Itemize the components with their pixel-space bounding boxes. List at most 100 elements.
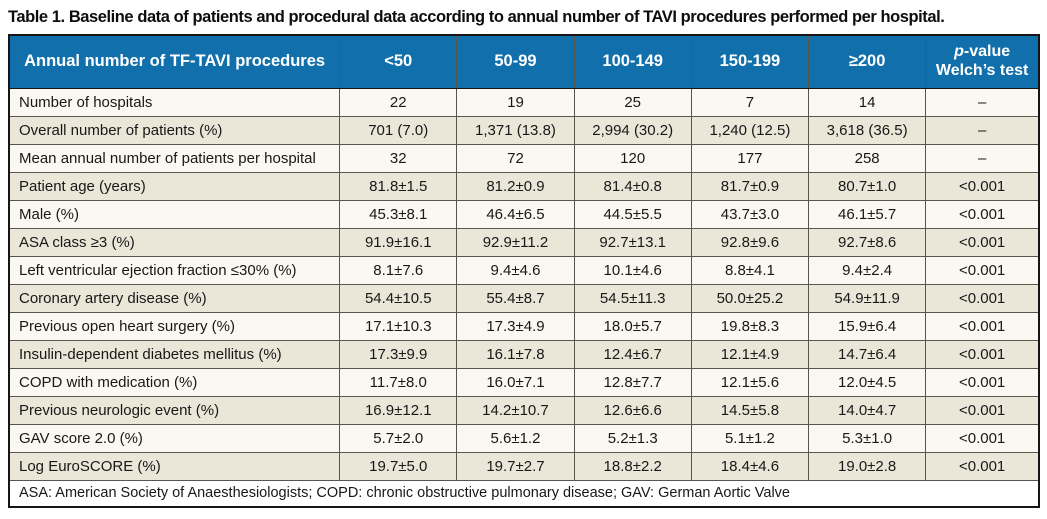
value-cell: 44.5±5.5 [573,199,692,229]
row-label: Patient age (years) [8,171,341,201]
value-cell: 19.7±2.7 [456,451,575,481]
pvalue-cell: – [925,87,1040,117]
value-cell: 2,994 (30.2) [573,115,692,145]
value-cell: 16.1±7.8 [456,339,575,369]
pvalue-cell: <0.001 [925,339,1040,369]
value-cell: 46.4±6.5 [456,199,575,229]
pvalue-cell: <0.001 [925,423,1040,453]
value-cell: 32 [339,143,458,173]
value-cell: 14.7±6.4 [808,339,927,369]
pvalue-cell: <0.001 [925,451,1040,481]
value-cell: 81.8±1.5 [339,171,458,201]
table-row: Previous open heart surgery (%) 17.1±10.3… [8,311,1040,341]
table-row: Previous neurologic event (%) 16.9±12.1 14… [8,395,1040,425]
pvalue-italic-p: p [954,42,964,60]
row-label: Male (%) [8,199,341,229]
value-cell: 91.9±16.1 [339,227,458,257]
header-row-label: Annual number of TF-TAVI procedures [8,34,341,89]
value-cell: 1,371 (13.8) [456,115,575,145]
table-row: Insulin-dependent diabetes mellitus (%) 1… [8,339,1040,369]
value-cell: 54.5±11.3 [573,283,692,313]
table-row: Overall number of patients (%) 701 (7.0) 1… [8,115,1040,145]
value-cell: 1,240 (12.5) [690,115,810,145]
value-cell: 22 [339,87,458,117]
pvalue-cell: <0.001 [925,199,1040,229]
value-cell: 18.0±5.7 [573,311,692,341]
value-cell: 19.8±8.3 [690,311,810,341]
value-cell: 120 [573,143,692,173]
row-label: Log EuroSCORE (%) [8,451,341,481]
value-cell: 12.1±4.9 [690,339,810,369]
value-cell: 54.9±11.9 [808,283,927,313]
table-figure: Table 1. Baseline data of patients and p… [8,7,1040,508]
value-cell: 9.4±4.6 [456,255,575,285]
value-cell: 8.8±4.1 [690,255,810,285]
header-col-pvalue: p-value Welch’s test [925,34,1040,89]
value-cell: 92.8±9.6 [690,227,810,257]
row-label: Previous open heart surgery (%) [8,311,341,341]
header-col-150-199: 150-199 [690,34,810,89]
value-cell: 16.0±7.1 [456,367,575,397]
row-label: COPD with medication (%) [8,367,341,397]
pvalue-line2: Welch’s test [935,61,1029,79]
header-col-ge200: ≥200 [808,34,927,89]
value-cell: 3,618 (36.5) [808,115,927,145]
footnote: ASA: American Society of Anaesthesiologi… [8,479,1040,508]
table-row: Coronary artery disease (%) 54.4±10.5 55.4… [8,283,1040,313]
row-label: ASA class ≥3 (%) [8,227,341,257]
header-col-100-149: 100-149 [573,34,692,89]
row-label: Overall number of patients (%) [8,115,341,145]
value-cell: 43.7±3.0 [690,199,810,229]
value-cell: 5.6±1.2 [456,423,575,453]
value-cell: 45.3±8.1 [339,199,458,229]
row-label: Previous neurologic event (%) [8,395,341,425]
value-cell: 701 (7.0) [339,115,458,145]
row-label: Coronary artery disease (%) [8,283,341,313]
value-cell: 46.1±5.7 [808,199,927,229]
value-cell: 54.4±10.5 [339,283,458,313]
value-cell: 5.1±1.2 [690,423,810,453]
value-cell: 92.7±13.1 [573,227,692,257]
pvalue-cell: <0.001 [925,255,1040,285]
value-cell: 12.4±6.7 [573,339,692,369]
value-cell: 15.9±6.4 [808,311,927,341]
value-cell: 81.4±0.8 [573,171,692,201]
value-cell: 177 [690,143,810,173]
table-row: GAV score 2.0 (%) 5.7±2.0 5.6±1.2 5.2±1.3 5.… [8,423,1040,453]
value-cell: 81.7±0.9 [690,171,810,201]
pvalue-cell: <0.001 [925,283,1040,313]
value-cell: 81.2±0.9 [456,171,575,201]
value-cell: 18.4±4.6 [690,451,810,481]
pvalue-cell: <0.001 [925,171,1040,201]
value-cell: 5.2±1.3 [573,423,692,453]
value-cell: 5.3±1.0 [808,423,927,453]
pvalue-cell: <0.001 [925,367,1040,397]
row-label: Insulin-dependent diabetes mellitus (%) [8,339,341,369]
row-label: GAV score 2.0 (%) [8,423,341,453]
row-label: Number of hospitals [8,87,341,117]
table-row: Male (%) 45.3±8.1 46.4±6.5 44.5±5.5 43.7±3.0… [8,199,1040,229]
table-row: Patient age (years) 81.8±1.5 81.2±0.9 81.4±… [8,171,1040,201]
value-cell: 11.7±8.0 [339,367,458,397]
value-cell: 25 [573,87,692,117]
value-cell: 7 [690,87,810,117]
value-cell: 17.1±10.3 [339,311,458,341]
value-cell: 92.9±11.2 [456,227,575,257]
value-cell: 19.7±5.0 [339,451,458,481]
value-cell: 16.9±12.1 [339,395,458,425]
row-label: Mean annual number of patients per hospi… [8,143,341,173]
pvalue-cell: – [925,115,1040,145]
value-cell: 92.7±8.6 [808,227,927,257]
table-row: Number of hospitals 22 19 25 7 14– [8,87,1040,117]
value-cell: 72 [456,143,575,173]
table-row: COPD with medication (%) 11.7±8.0 16.0±7.1… [8,367,1040,397]
value-cell: 14.0±4.7 [808,395,927,425]
value-cell: 10.1±4.6 [573,255,692,285]
value-cell: 18.8±2.2 [573,451,692,481]
value-cell: 14.5±5.8 [690,395,810,425]
value-cell: 8.1±7.6 [339,255,458,285]
row-label: Left ventricular ejection fraction ≤30% … [8,255,341,285]
table-title: Table 1. Baseline data of patients and p… [8,7,945,26]
value-cell: 258 [808,143,927,173]
value-cell: 12.1±5.6 [690,367,810,397]
